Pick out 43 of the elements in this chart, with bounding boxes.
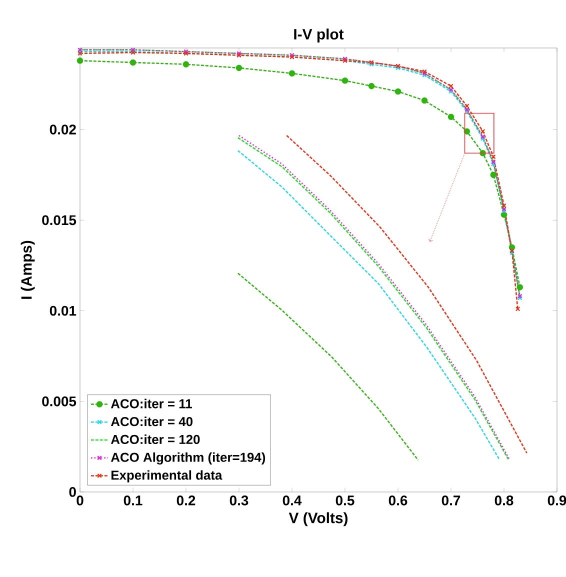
- x-tick-label: 0.4: [282, 496, 302, 506]
- point: [394, 88, 402, 95]
- point: [502, 203, 506, 208]
- point: [288, 70, 296, 76]
- y-tick-label: 0.005: [42, 396, 76, 406]
- point: [480, 128, 486, 134]
- point: [515, 306, 520, 312]
- point: [368, 82, 375, 90]
- point: [448, 84, 454, 88]
- legend-label: ACO Algorithm (iter=194): [110, 452, 266, 465]
- x-tick-label: 0.6: [388, 496, 408, 506]
- x-axis-title: V (Volts): [288, 512, 348, 526]
- x-tick-label: 0: [76, 496, 84, 506]
- point: [342, 77, 348, 84]
- point: [182, 61, 190, 68]
- point: [491, 154, 496, 160]
- y-tick-label: 0.015: [42, 215, 76, 226]
- legend-label: Experimental data: [111, 470, 222, 482]
- y-axis-title: I (Amps): [20, 240, 35, 299]
- point: [130, 59, 136, 66]
- x-tick-label: 0.1: [124, 496, 142, 506]
- y-tick-label: 0: [69, 487, 76, 497]
- x-tick-label: 0.5: [336, 496, 354, 506]
- x-tick-label: 0.2: [176, 496, 196, 506]
- y-tick-label: 0.01: [50, 306, 76, 316]
- point: [464, 128, 470, 134]
- legend-label: ACO:iter = 40: [110, 416, 193, 426]
- point: [421, 97, 428, 104]
- legend-label: ACO:iter = 11: [110, 398, 192, 408]
- point: [490, 172, 497, 178]
- point: [516, 284, 524, 290]
- chart-title: I-V plot: [294, 28, 344, 42]
- point: [464, 104, 470, 108]
- legend-label: ACO:iter = 120: [110, 434, 200, 444]
- y-tick-label: 0.02: [50, 124, 76, 134]
- point: [236, 64, 242, 72]
- x-tick-label: 0.8: [494, 496, 514, 506]
- x-tick-label: 0.7: [442, 496, 460, 506]
- point: [448, 114, 454, 120]
- x-tick-label: 0.3: [230, 496, 248, 506]
- line-series: [286, 134, 528, 454]
- point: [76, 58, 84, 64]
- x-tick-label: 0.9: [548, 496, 566, 506]
